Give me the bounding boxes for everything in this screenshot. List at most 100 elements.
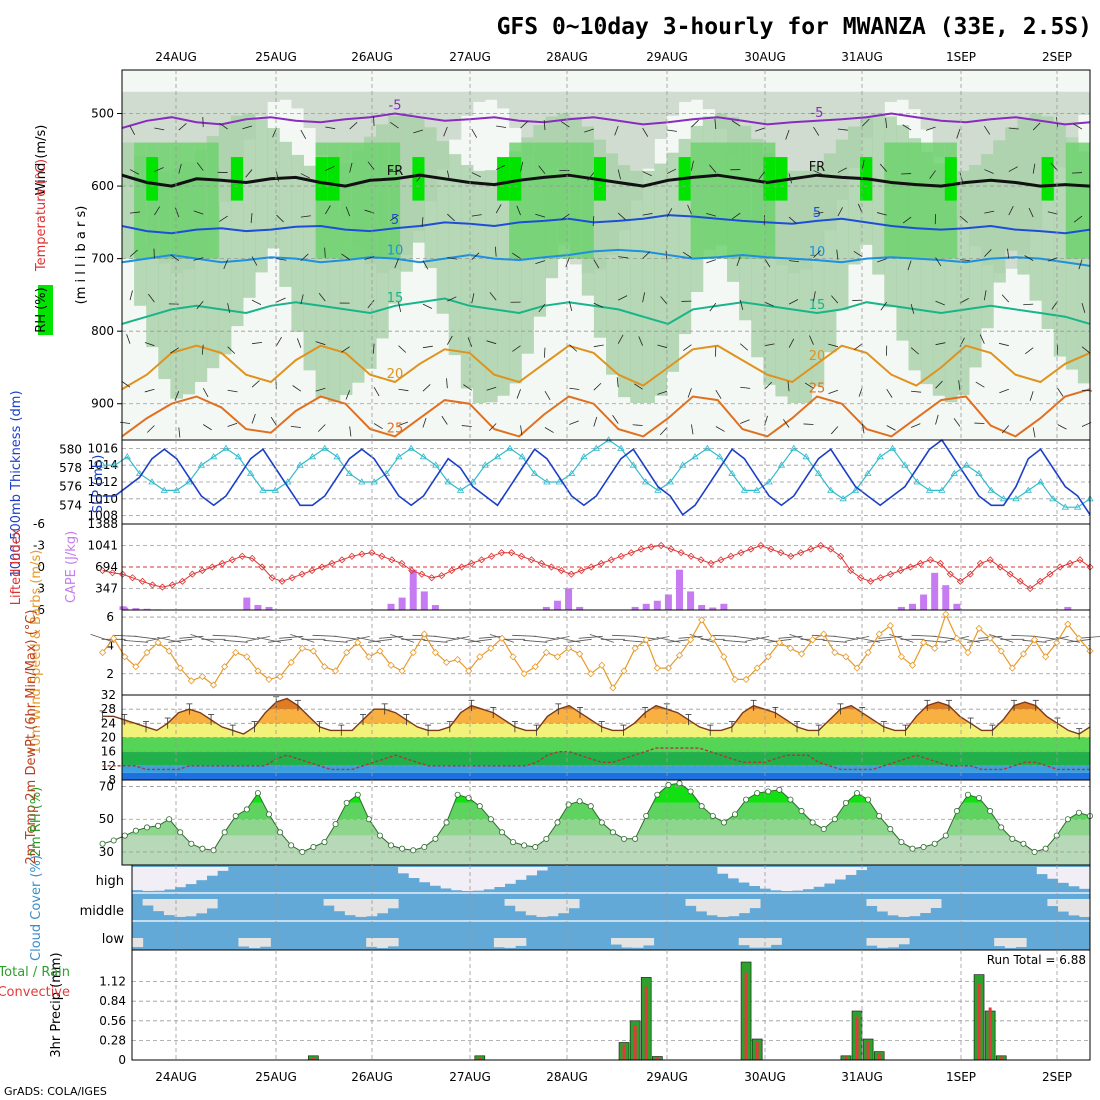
high-cloud-gap (515, 867, 527, 880)
rh-legend-swatch (38, 285, 53, 335)
wind-barb (831, 295, 839, 304)
wind-speed-point (653, 664, 661, 672)
rh-point (199, 845, 206, 852)
high-cloud-gap (1058, 867, 1070, 883)
wind-speed-point (387, 661, 395, 669)
rh-point (831, 816, 838, 823)
slp-axis-label: SLP (mb) (91, 455, 106, 514)
slp-point (567, 469, 576, 476)
middle-cloud-gap (376, 899, 388, 914)
low-cloud-gap (1004, 938, 1016, 948)
wind-speed-point (287, 658, 295, 666)
wind-barb (691, 160, 694, 171)
cape-bar (265, 606, 273, 610)
rh-shade-cell (497, 91, 510, 109)
rh-shade-cell (485, 170, 498, 403)
wind-barb (276, 336, 282, 346)
rh-point (643, 812, 650, 819)
wind-barb (837, 128, 848, 131)
rh-point (687, 788, 694, 795)
wind-barb (276, 258, 287, 261)
wind-speed-point (953, 634, 961, 642)
high-cloud-gap (1079, 867, 1091, 889)
cape-bar (542, 606, 550, 610)
run-total-annotation: Run Total = 6.88 (987, 953, 1086, 967)
wind-barb (560, 213, 570, 221)
cape-bar (565, 588, 573, 610)
cape-bar (254, 605, 262, 610)
wind-barb (446, 378, 448, 389)
wind-barb (682, 251, 692, 258)
lifted-index-point (118, 570, 127, 578)
rh-point (166, 816, 173, 823)
wind-barb-10m (656, 636, 681, 643)
wind-barb-10m (645, 635, 670, 642)
wind-barb (813, 291, 816, 302)
temperature-band (122, 723, 1090, 738)
wind-barb-10m (745, 635, 770, 642)
rh-point (443, 819, 450, 826)
wind-speed-point (442, 658, 451, 666)
wind-barb (657, 344, 668, 349)
low-cloud-gap (504, 938, 516, 948)
wind-speed-point (842, 653, 850, 661)
rh-point (177, 829, 184, 836)
cloud-axis-label: Cloud Cover (%) (29, 855, 44, 961)
wind-barb (886, 425, 896, 431)
wind-barb (1032, 427, 1036, 438)
middle-cloud-gap (909, 899, 921, 917)
wind-barb (666, 208, 673, 218)
lifted-index-point (138, 577, 147, 585)
slp-point (123, 453, 131, 460)
isotherm-label: 20 (387, 367, 404, 382)
rh-point (720, 819, 727, 826)
wind-barb (740, 419, 750, 424)
wind-barb (803, 423, 814, 425)
low-cloud-gap (493, 938, 506, 948)
temp-tick-label: 24 (101, 716, 116, 730)
wind-barb (617, 169, 621, 180)
wind-barb (764, 343, 775, 347)
wind-barb (612, 414, 619, 424)
slp-point (222, 444, 230, 451)
rh-shade-cell (969, 165, 982, 368)
low-cloud-gap (238, 938, 250, 947)
rh-shade-cell (1077, 91, 1091, 115)
rh-point (476, 803, 483, 810)
lifted-index-point (867, 577, 875, 585)
wind-speed-point (576, 650, 584, 658)
slp-point (370, 478, 378, 485)
precip-convective-bar (655, 1057, 659, 1060)
date-label-bottom: 29AUG (646, 1070, 688, 1084)
wind-barb (276, 214, 284, 223)
date-label-top: 26AUG (351, 50, 393, 64)
slp-point (654, 486, 662, 493)
y-tick-label: 700 (91, 252, 114, 266)
wind-barb (984, 169, 994, 174)
rh-point (998, 824, 1005, 831)
wind-barb (958, 380, 961, 391)
lifted-index-point (248, 554, 256, 562)
wind-barb (413, 129, 424, 134)
wind-barb (446, 335, 453, 345)
lifted-index-point (926, 556, 934, 564)
wind-barb (535, 213, 546, 218)
lifted-index-point (916, 559, 925, 567)
li-tick-label: 0 (37, 560, 45, 574)
slp-point (962, 461, 971, 468)
wind-barb-10m (1011, 634, 1036, 637)
lifted-index-point (687, 552, 695, 560)
high-cloud-gap (430, 867, 442, 886)
wind-barb (731, 212, 741, 220)
slp-point (901, 461, 909, 468)
precip-legend-total: Total / Rain (0, 965, 70, 980)
high-cloud-gap (451, 867, 463, 891)
lifted-index-point (438, 572, 446, 580)
wind-barb-10m (612, 634, 637, 637)
rh-shade-cell (848, 126, 861, 265)
high-cloud-gap (1047, 867, 1059, 879)
lifted-index-point (1006, 570, 1014, 578)
wind-barb (910, 304, 915, 314)
wind-barb (538, 303, 546, 313)
lifted-index-point (956, 577, 964, 585)
